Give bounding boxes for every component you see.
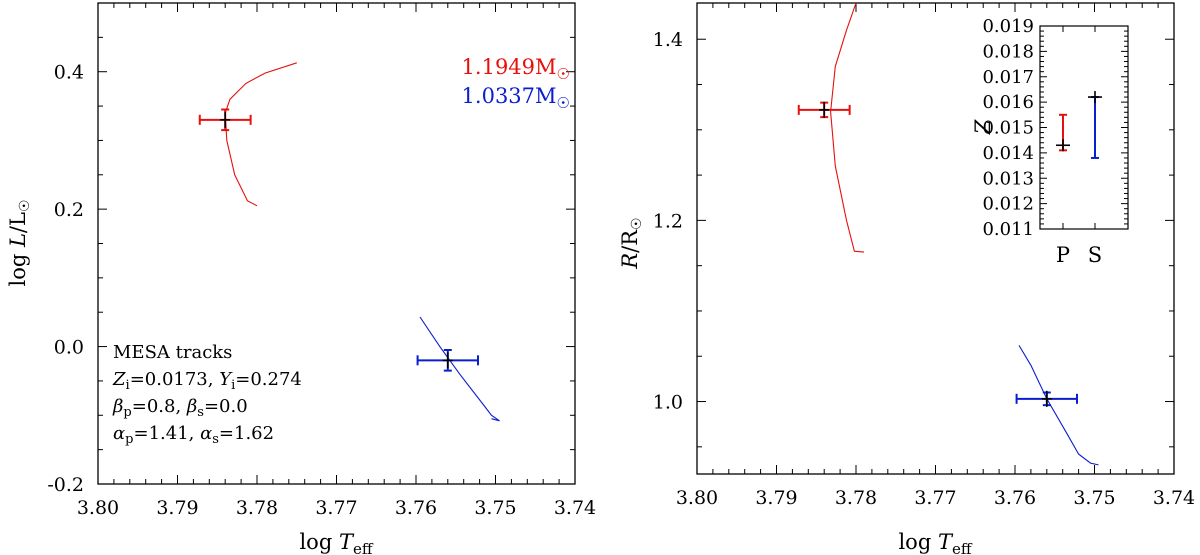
inset-y-tick-label: 0.015 [982,118,1034,139]
right-y-tick-label: 1.4 [653,29,683,51]
left-x-tick-label: 3.74 [554,497,596,519]
left-track-secondary [419,316,500,422]
inset-frame [1039,25,1129,230]
left-point-secondary [416,349,480,372]
inset-category-label: P [1056,243,1070,267]
left-y-axis-title: log L/L☉ [6,199,33,286]
right-x-tick-label: 3.78 [835,487,877,509]
left-point-primary [198,108,252,132]
left-x-tick-label: 3.76 [395,497,437,519]
inset-y-tick-label: 0.013 [982,168,1034,189]
right-x-tick-label: 3.79 [755,487,797,509]
right-y-tick-label: 1.0 [653,392,683,414]
annotation-line-2: Zi=0.0173, Yi=0.274 [112,369,302,393]
left-y-tick-label: 0.2 [54,199,84,221]
annotation-line-1: MESA tracks [113,342,232,363]
left-x-tick-label: 3.78 [236,497,278,519]
inset-y-tick-label: 0.011 [982,219,1034,240]
left-y-tick-label: 0.0 [54,337,84,359]
metallicity-inset: 0.011 0.012 0.013 0.014 0.015 0.016 0.017 0.018… [971,16,1129,267]
right-x-tick-label: 3.75 [1073,487,1115,509]
mesa-annotation: MESA tracks Zi=0.0173, Yi=0.274 βp=0.8, … [112,342,302,447]
primary-mass-unit: M [535,55,557,79]
inset-y-tick-label: 0.017 [982,67,1034,88]
primary-mass-label: 1.1949M☉ [462,55,570,83]
left-track-primary [224,62,297,207]
inset-y-tick-label: 0.016 [982,92,1034,113]
left-y-tick-label: 0.4 [54,62,84,84]
right-y-axis-title: R/R☉ [618,217,645,269]
inset-y-tick-label: 0.019 [982,16,1034,37]
secondary-mass-value: 1.0337 [462,84,535,108]
annotation-line-4: αp=1.41, αs=1.62 [113,423,274,447]
inset-point-S [1088,91,1102,159]
right-panel: 3.80 3.79 3.78 3.77 3.76 3.75 3.74 1.0 1.2 1.4 R/… [618,2,1195,555]
inset-y-tick-label: 0.014 [982,143,1034,164]
right-y-tick-label: 1.2 [653,210,683,232]
right-x-tick-label: 3.77 [914,487,956,509]
right-x-tick-label: 3.76 [994,487,1036,509]
right-point-secondary [1015,390,1079,407]
left-x-tick-label: 3.80 [77,497,119,519]
primary-mass-value: 1.1949 [462,55,535,79]
left-panel: 3.80 3.79 3.78 3.77 3.76 3.75 3.74 -0.2 0.0 0.2 0.… [6,2,596,555]
right-x-axis-title: log Teff [898,530,972,555]
right-track-secondary [1018,345,1099,466]
inset-y-axis-title: Z [971,119,995,135]
right-track-primary [830,2,865,253]
annotation-line-3: βp=0.8, βs=0.0 [112,396,248,420]
left-x-tick-label: 3.79 [156,497,198,519]
inset-category-label: S [1088,243,1102,267]
right-x-tick-label: 3.74 [1153,487,1195,509]
right-point-primary [797,101,851,119]
secondary-mass-label: 1.0337M☉ [462,84,570,112]
left-x-axis-title: log Teff [299,530,373,555]
inset-y-tick-label: 0.018 [982,41,1034,62]
right-x-tick-label: 3.80 [676,487,718,509]
left-x-tick-label: 3.75 [474,497,516,519]
inset-point-P [1056,113,1070,152]
left-x-tick-label: 3.77 [315,497,357,519]
inset-y-tick-label: 0.012 [982,194,1034,215]
left-y-tick-label: -0.2 [47,474,84,496]
